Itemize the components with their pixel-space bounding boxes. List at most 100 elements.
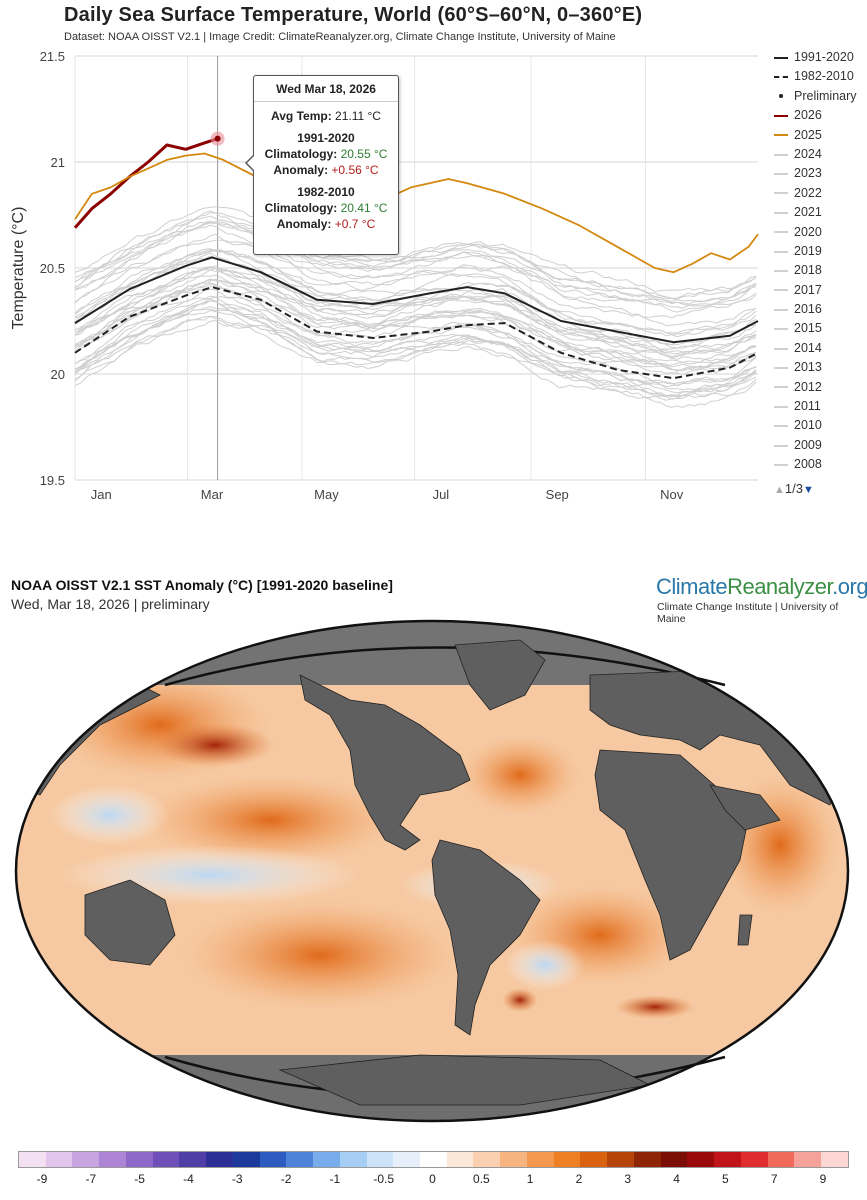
colorbar-swatch [473, 1152, 501, 1167]
legend-item[interactable]: 2011 [774, 397, 867, 416]
legend-swatch [774, 114, 788, 117]
tooltip-base1-clim-value: 20.55 °C [340, 147, 388, 161]
legend-swatch [779, 94, 783, 99]
legend-item[interactable]: 2026 [774, 106, 867, 125]
pager-down-arrow-icon[interactable]: ▼ [802, 484, 814, 496]
map-subtitle: Wed, Mar 18, 2026 | preliminary [11, 596, 210, 612]
colorbar-swatch [420, 1152, 447, 1167]
y-axis-label: Temperature (°C) [10, 207, 27, 330]
tooltip-base1-clim-label: Climatology: [264, 147, 338, 161]
historical-year-line [74, 220, 757, 305]
chart-legend: 1991-2020 1982-2010 Preliminary 2026 2025 202… [774, 48, 867, 475]
y-tick-label: 21 [51, 155, 65, 170]
tooltip-base2-clim-label: Climatology: [264, 201, 338, 215]
series-layer [73, 131, 759, 380]
legend-label: 2021 [794, 205, 822, 220]
legend-item[interactable]: 2012 [774, 378, 867, 397]
logo-subtitle: Climate Change Institute | University of… [657, 601, 839, 625]
legend-item[interactable]: 2016 [774, 300, 867, 319]
historical-year-line [74, 210, 757, 299]
legend-swatch [774, 366, 788, 369]
legend-item[interactable]: 2014 [774, 339, 867, 358]
legend-item[interactable]: 2023 [774, 164, 867, 183]
colorbar-label: -2 [280, 1172, 292, 1186]
grid-layer: 21.5 21 20.5 20 19.5 Jan Mar May Jul Sep Nov [40, 49, 758, 502]
colorbar-swatch [660, 1152, 688, 1167]
colorbar-label: 7 [770, 1172, 778, 1186]
historical-year-line [74, 309, 757, 398]
legend-swatch [774, 463, 788, 466]
legend-item[interactable]: 2015 [774, 319, 867, 338]
legend-item[interactable]: 2020 [774, 223, 867, 242]
historical-year-line [74, 320, 757, 399]
legend-swatch [774, 192, 788, 195]
colorbar-swatch [500, 1152, 527, 1167]
pager-up-arrow-icon[interactable]: ▲ [774, 484, 785, 496]
colorbar-swatch [72, 1152, 100, 1167]
historical-year-line [74, 215, 757, 300]
y-tick-label: 20.5 [40, 261, 65, 276]
sst-line-chart[interactable]: 21.5 21 20.5 20 19.5 Jan Mar May Jul Sep Nov Tempe… [0, 0, 867, 520]
legend-item[interactable]: 2021 [774, 203, 867, 222]
historical-year-line [74, 295, 757, 388]
series-line-1991-2020 [74, 256, 759, 344]
historical-year-line [74, 206, 757, 292]
colorbar-swatch [179, 1152, 207, 1167]
legend-swatch [774, 134, 788, 137]
colorbar-swatch [580, 1152, 608, 1167]
legend-item[interactable]: 2013 [774, 358, 867, 377]
legend-item[interactable]: 1991-2020 [774, 48, 867, 67]
legend-swatch [774, 56, 788, 59]
legend-label: 2016 [794, 302, 822, 317]
colorbar-swatch [393, 1152, 421, 1167]
legend-label: 2012 [794, 379, 822, 394]
colorbar-swatch [740, 1152, 768, 1167]
x-tick-label: Jan [91, 487, 112, 502]
tooltip-base2-anom-label: Anomaly: [276, 217, 332, 231]
legend-item[interactable]: 1982-2010 [774, 67, 867, 86]
pager-label: 1/3 [784, 481, 803, 496]
legend-swatch [774, 405, 788, 408]
historical-year-line [74, 221, 757, 303]
legend-swatch [774, 425, 788, 428]
x-tick-label: Mar [201, 487, 224, 502]
map-title: NOAA OISST V2.1 SST Anomaly (°C) [1991-2… [11, 577, 393, 593]
colorbar-swatch [286, 1152, 314, 1167]
colorbar-label: -3 [231, 1172, 243, 1186]
legend-item[interactable]: 2018 [774, 261, 867, 280]
colorbar-label: 0.5 [472, 1172, 490, 1186]
preliminary-point [214, 135, 221, 142]
historical-year-line [74, 233, 757, 327]
legend-item[interactable]: Preliminary [774, 87, 867, 106]
colorbar-swatch [526, 1152, 554, 1167]
legend-item[interactable]: 2017 [774, 281, 867, 300]
legend-item[interactable]: 2010 [774, 416, 867, 435]
colorbar-label: 1 [526, 1172, 534, 1186]
legend-pager[interactable]: ▲1/3▼ [774, 481, 814, 496]
legend-swatch [774, 231, 788, 234]
legend-item[interactable]: 2024 [774, 145, 867, 164]
legend-item[interactable]: 2025 [774, 126, 867, 145]
tooltip-base1-title: 1991-2020 [297, 131, 355, 145]
colorbar-swatch [633, 1152, 661, 1167]
colorbar-swatch [152, 1152, 180, 1167]
legend-swatch [774, 153, 788, 156]
historical-year-line [74, 315, 757, 401]
legend-item[interactable]: 2008 [774, 455, 867, 474]
legend-item[interactable]: 2009 [774, 436, 867, 455]
data-tooltip: Wed Mar 18, 2026 Avg Temp: 21.11 °C 1991… [253, 75, 399, 255]
legend-label: 2014 [794, 340, 822, 355]
north-60-boundary [164, 646, 726, 687]
legend-label: 2024 [794, 146, 822, 161]
legend-label: 1991-2020 [794, 50, 854, 64]
y-tick-label: 20 [51, 367, 65, 382]
legend-label: 2017 [794, 282, 822, 297]
colorbar-swatch [19, 1152, 46, 1167]
legend-item[interactable]: 2019 [774, 242, 867, 261]
historical-year-line [74, 269, 757, 359]
colorbar-swatch [232, 1152, 260, 1167]
colorbar-label: -1 [329, 1172, 341, 1186]
climate-reanalyzer-logo: ClimateReanalyzer.org [656, 574, 867, 599]
legend-swatch [774, 386, 788, 389]
legend-item[interactable]: 2022 [774, 184, 867, 203]
